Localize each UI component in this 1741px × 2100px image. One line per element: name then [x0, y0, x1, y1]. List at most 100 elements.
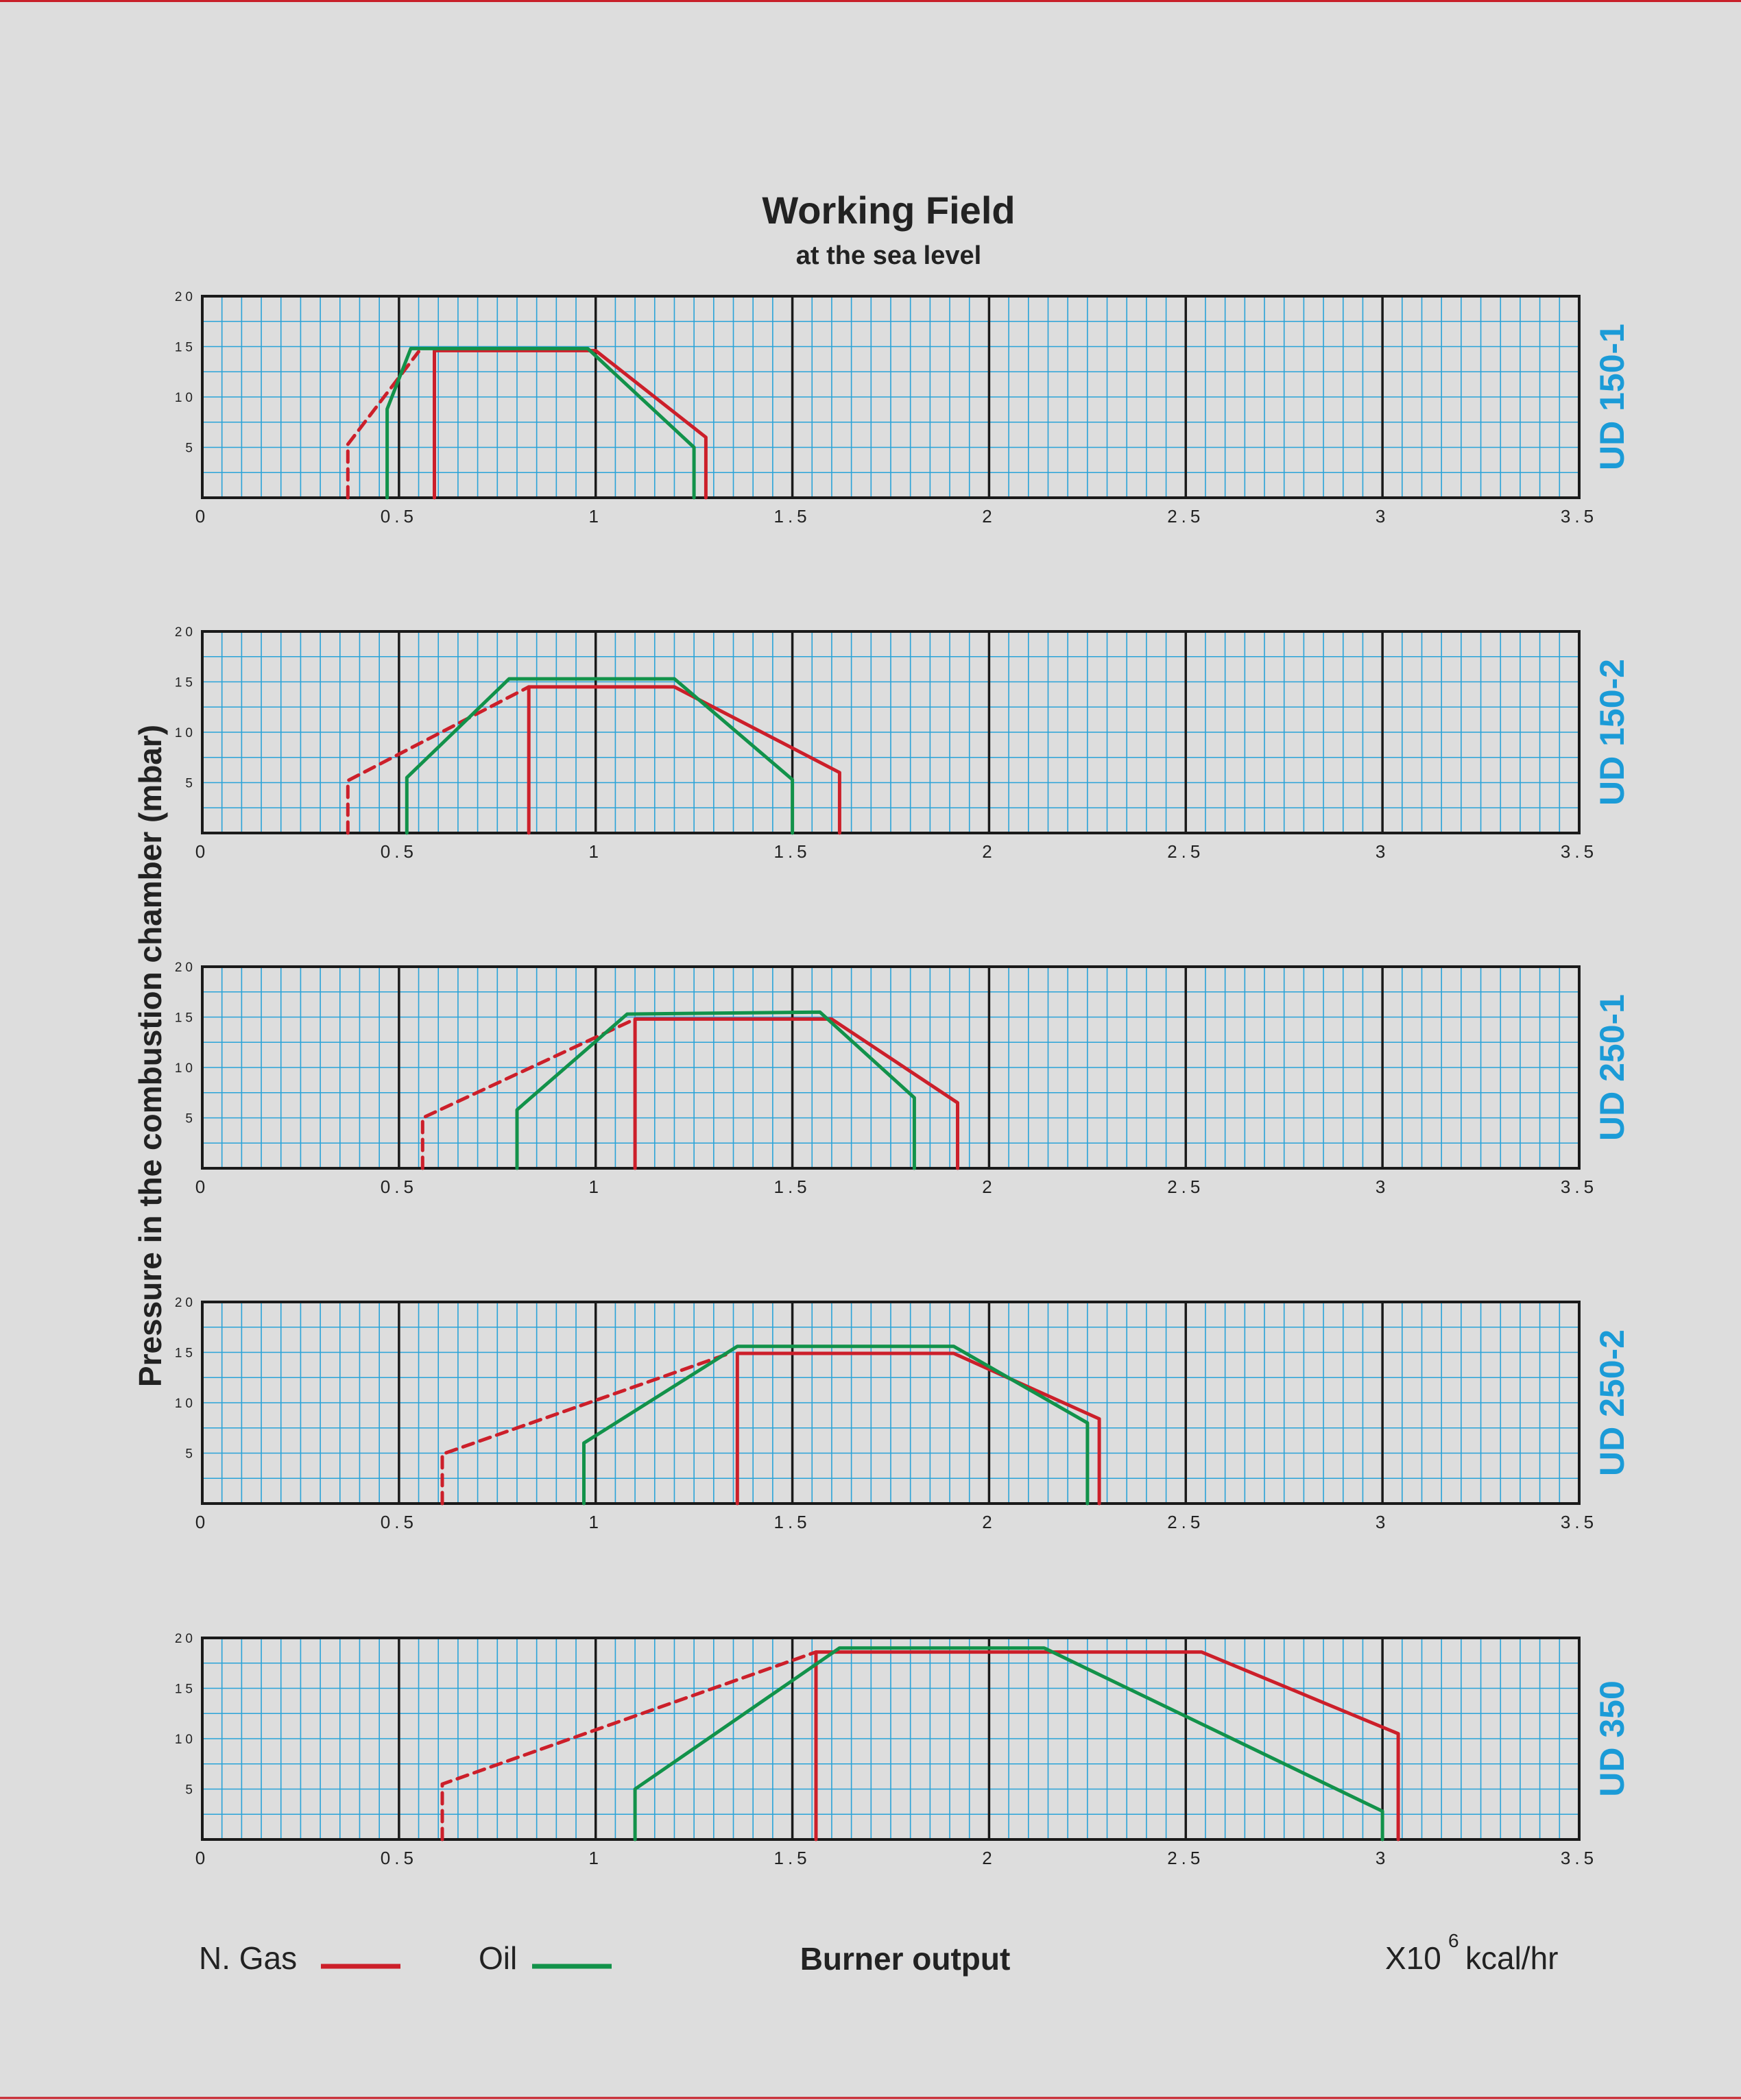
x-tick-label: 2.5: [1167, 841, 1204, 862]
x-tick-label: 3.5: [1561, 506, 1598, 527]
y-tick-label: 20: [175, 625, 196, 640]
x-tick-label: 1.5: [773, 1848, 811, 1868]
x-tick-label: 0.5: [381, 1848, 418, 1868]
plot-frame: [201, 630, 1581, 834]
x-tick-label: 1: [588, 1176, 602, 1197]
gas-dashed-series-line: [440, 1650, 818, 1842]
oil-solid-series-line: [385, 346, 696, 500]
y-tick-label: 20: [175, 290, 196, 304]
oil-solid-series-line: [633, 1646, 1384, 1842]
panel-ud-250-2: 5 10 15 20 0 0.5 1 1.5 2 2.5 3 3.5 UD 250-2: [175, 1296, 1631, 1532]
gas-dashed-series-line: [440, 1351, 732, 1506]
y-tick-label: 15: [175, 1011, 196, 1026]
y-tick-label: 20: [175, 1296, 196, 1310]
panel-ud-250-1: 5 10 15 20 0 0.5 1 1.5 2 2.5 3 3.5 UD 250-1: [175, 961, 1631, 1197]
x-tick-label: 1: [588, 1848, 602, 1868]
model-label: UD 250-2: [1593, 1329, 1631, 1476]
legend-label-gas: N. Gas: [199, 1940, 297, 1976]
x-tick-label: 1: [588, 506, 602, 527]
x-tick-label: 3: [1376, 1848, 1389, 1868]
unit-label: X10 6 kcal/hr: [1385, 1930, 1558, 1976]
x-tick-label: 1.5: [773, 1176, 811, 1197]
x-tick-label: 2: [982, 1512, 996, 1532]
gas-solid-series-line: [735, 1351, 1101, 1506]
y-tick-label: 10: [175, 1061, 196, 1076]
x-tick-label: 2: [982, 1848, 996, 1868]
x-tick-label: 0: [195, 1176, 209, 1197]
gas-solid-series-line: [527, 685, 841, 835]
y-tick-label: 5: [185, 1112, 196, 1126]
x-tick-label: 2.5: [1167, 1848, 1204, 1868]
legend-label-oil: Oil: [479, 1940, 517, 1976]
gas-dashed-series-line: [420, 1017, 637, 1170]
x-tick-label: 3: [1376, 1176, 1389, 1197]
y-tick-label: 5: [185, 442, 196, 456]
chart-title: Working Field: [762, 189, 1015, 232]
y-tick-label: 10: [175, 391, 196, 405]
y-tick-label: 10: [175, 1733, 196, 1747]
x-tick-label: 3.5: [1561, 1848, 1598, 1868]
gas-solid-series-line: [633, 1017, 959, 1170]
unit-rest: kcal/hr: [1465, 1940, 1558, 1976]
y-tick-label: 15: [175, 676, 196, 690]
y-tick-label: 10: [175, 1397, 196, 1411]
gas-solid-series-line: [814, 1650, 1400, 1842]
x-tick-label: 1.5: [773, 841, 811, 862]
x-tick-label: 2: [982, 841, 996, 862]
model-label: UD 150-1: [1593, 324, 1631, 470]
x-tick-label: 3: [1376, 1512, 1389, 1532]
y-tick-label: 15: [175, 1682, 196, 1697]
panel-ud-350: 5 10 15 20 0 0.5 1 1.5 2 2.5 3 3.5 UD 350: [175, 1632, 1631, 1868]
x-tick-label: 0.5: [381, 841, 418, 862]
plot-frame: [201, 1637, 1581, 1841]
x-tick-label: 0: [195, 1512, 209, 1532]
x-tick-label: 0: [195, 841, 209, 862]
x-tick-label: 1: [588, 841, 602, 862]
x-tick-label: 1.5: [773, 506, 811, 527]
y-tick-label: 5: [185, 1447, 196, 1462]
x-tick-label: 0.5: [381, 1512, 418, 1532]
unit-exponent: 6: [1448, 1930, 1459, 1951]
x-tick-label: 2.5: [1167, 506, 1204, 527]
x-tick-label: 3.5: [1561, 1512, 1598, 1532]
x-tick-label: 1.5: [773, 1512, 811, 1532]
y-tick-label: 20: [175, 961, 196, 975]
gas-dashed-series-line: [346, 350, 420, 500]
legend: N. Gas Oil: [199, 1940, 612, 1976]
y-tick-label: 5: [185, 1783, 196, 1798]
x-tick-label: 0: [195, 506, 209, 527]
x-axis-label: Burner output: [800, 1941, 1011, 1977]
x-tick-label: 0: [195, 1848, 209, 1868]
x-tick-label: 2.5: [1167, 1176, 1204, 1197]
model-label: UD 350: [1593, 1680, 1631, 1797]
model-label: UD 150-2: [1593, 659, 1631, 806]
plot-frame: [201, 1301, 1581, 1505]
panel-ud-150-2: 5 10 15 20 0 0.5 1 1.5 2 2.5 3 3.5 UD 150-2: [175, 625, 1631, 862]
x-tick-label: 2: [982, 506, 996, 527]
x-tick-label: 3: [1376, 506, 1389, 527]
x-tick-label: 0.5: [381, 506, 418, 527]
x-tick-label: 2.5: [1167, 1512, 1204, 1532]
x-tick-label: 3: [1376, 841, 1389, 862]
plot-frame: [201, 295, 1581, 499]
x-tick-label: 1: [588, 1512, 602, 1532]
y-tick-label: 15: [175, 1347, 196, 1361]
x-tick-label: 0.5: [381, 1176, 418, 1197]
model-label: UD 250-1: [1593, 994, 1631, 1141]
oil-solid-series-line: [582, 1344, 1090, 1506]
oil-solid-series-line: [515, 1010, 916, 1170]
x-tick-label: 3.5: [1561, 841, 1598, 862]
oil-solid-series-line: [405, 677, 795, 835]
x-tick-label: 2: [982, 1176, 996, 1197]
x-tick-label: 3.5: [1561, 1176, 1598, 1197]
y-tick-label: 10: [175, 726, 196, 740]
panel-ud-150-1: 5 10 15 20 0 0.5 1 1.5 2 2.5 3 3.5 UD 150-1: [175, 290, 1631, 527]
plot-frame: [201, 965, 1581, 1170]
unit-base: X10: [1385, 1940, 1441, 1976]
y-axis-label: Pressure in the combustion chamber (mbar…: [132, 725, 168, 1387]
y-tick-label: 5: [185, 777, 196, 791]
chart-subtitle: at the sea level: [796, 241, 981, 270]
y-tick-label: 20: [175, 1632, 196, 1646]
